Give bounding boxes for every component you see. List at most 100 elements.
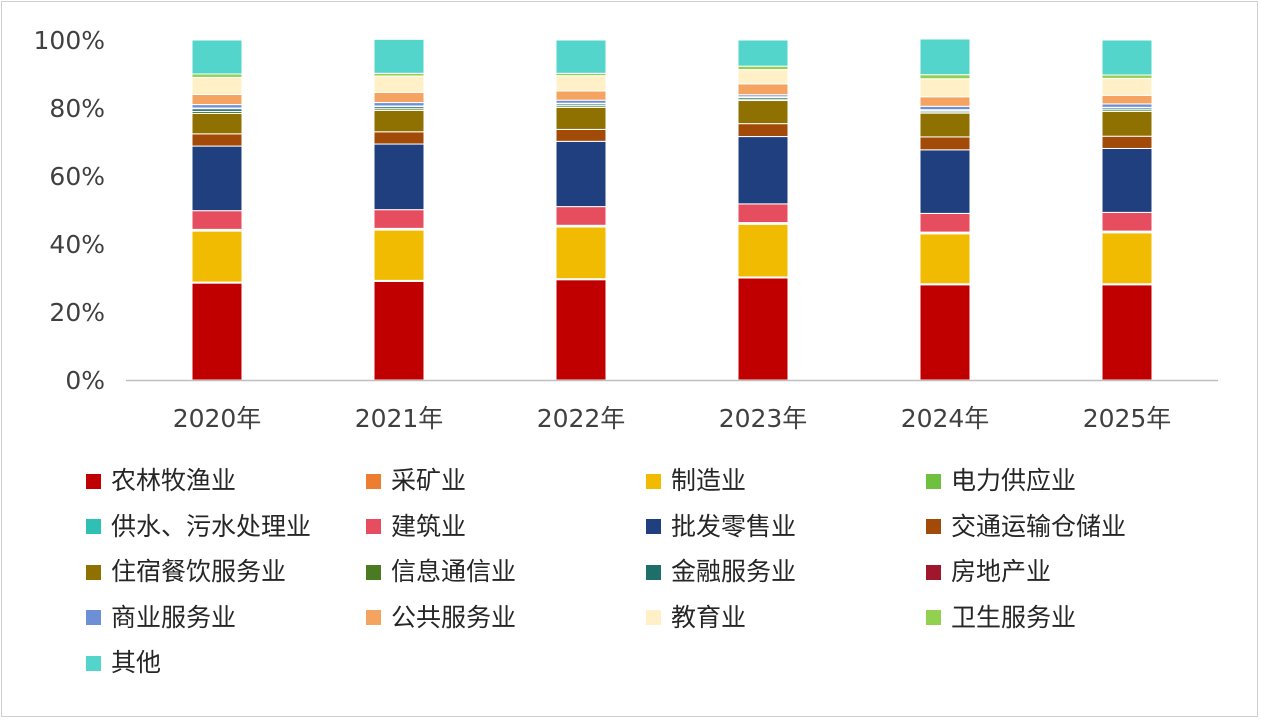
legend-swatch <box>86 519 101 534</box>
bar-segment <box>737 223 789 278</box>
legend-swatch <box>86 473 101 489</box>
bar-segment <box>555 128 607 142</box>
legend-label: 商业服务业 <box>111 602 237 632</box>
legend-item: 交通运输仓储业 <box>926 510 1126 544</box>
legend-swatch <box>366 519 381 534</box>
legend-item: 制造业 <box>646 464 746 498</box>
bar-segment <box>1101 39 1153 76</box>
bar-segment <box>737 136 789 205</box>
bar-segment <box>373 38 425 74</box>
x-tick-label: 2022年 <box>537 404 626 433</box>
legend-label: 农林牧渔业 <box>111 466 237 495</box>
bar-segment <box>919 112 971 138</box>
bar-segment <box>373 75 425 93</box>
legend-item: 建筑业 <box>366 510 466 544</box>
x-tick-label: 2020年 <box>173 404 262 433</box>
legend-swatch <box>646 610 661 625</box>
bar-segment <box>191 230 243 283</box>
legend-label: 其他 <box>111 648 162 677</box>
legend-item: 卫生服务业 <box>926 601 1076 635</box>
legend-label: 教育业 <box>671 602 747 632</box>
bar-segment <box>737 39 789 67</box>
bar-segment <box>191 73 243 78</box>
x-tick-label: 2024年 <box>901 404 990 433</box>
bar-segment <box>919 233 971 285</box>
bar-segment <box>373 102 425 107</box>
legend-swatch <box>926 473 941 489</box>
legend-swatch <box>366 564 381 580</box>
bar-segment <box>737 123 789 138</box>
legend-item: 金融服务业 <box>646 555 796 589</box>
legend-label: 公共服务业 <box>391 602 517 632</box>
bars <box>191 38 1153 381</box>
bar-segment <box>191 39 243 75</box>
legend-item: 公共服务业 <box>366 601 516 635</box>
legend-item: 其他 <box>86 646 161 680</box>
bar-segment <box>1101 147 1153 213</box>
bar-segment <box>191 104 243 109</box>
legend-item: 供水、污水处理业 <box>86 510 311 544</box>
bar-segment <box>1101 110 1153 137</box>
bar-segment <box>737 100 789 125</box>
y-axis: 0% 20% 40% 60% 80% 100% <box>34 26 105 395</box>
bar-segment <box>373 109 425 133</box>
bar-segment <box>1101 284 1153 381</box>
bar-segment <box>919 74 971 80</box>
bar-segment <box>919 96 971 107</box>
legend-item: 房地产业 <box>926 555 1051 589</box>
bar-segment <box>191 210 243 230</box>
bar-segment <box>373 143 425 211</box>
legend-item: 批发零售业 <box>646 510 796 544</box>
legend-label: 住宿餐饮服务业 <box>111 557 287 586</box>
legend-swatch <box>86 655 101 671</box>
legend-label: 卫生服务业 <box>951 602 1077 632</box>
bar-segment <box>373 131 425 145</box>
legend-swatch <box>646 564 661 580</box>
bar-segment <box>919 38 971 76</box>
bar-segment <box>1101 74 1153 79</box>
bar-segment <box>555 90 607 101</box>
bar-segment <box>1101 77 1153 96</box>
bar-segment <box>1101 232 1153 285</box>
legend-item: 住宿餐饮服务业 <box>86 555 286 589</box>
bar-segment <box>555 226 607 280</box>
legend-label: 批发零售业 <box>671 511 797 541</box>
bar-segment <box>919 105 971 111</box>
bar-segment <box>191 145 243 212</box>
legend-label: 制造业 <box>671 466 747 495</box>
bar-segment <box>1101 94 1153 105</box>
y-tick-label: 40% <box>49 230 105 259</box>
legend-swatch <box>646 473 661 489</box>
bar-segment <box>555 39 607 74</box>
bar-segment <box>373 280 425 381</box>
bar-segment <box>737 277 789 381</box>
legend-swatch <box>926 610 941 625</box>
legend-label: 信息通信业 <box>391 557 517 586</box>
bar-segment <box>555 75 607 92</box>
legend-item: 商业服务业 <box>86 601 236 635</box>
bar-segment <box>1101 211 1153 232</box>
legend-swatch <box>926 564 941 580</box>
x-tick-label: 2025年 <box>1083 404 1172 433</box>
bar-segment <box>919 78 971 98</box>
bar-segment <box>191 76 243 95</box>
x-tick-label: 2021年 <box>355 404 444 433</box>
bar-segment <box>191 93 243 106</box>
bar-segment <box>1101 135 1153 149</box>
y-tick-label: 80% <box>49 94 105 123</box>
bar-segment <box>919 136 971 151</box>
bar-segment <box>555 206 607 226</box>
bar-segment <box>191 133 243 147</box>
bar-segment <box>1101 103 1153 108</box>
legend-item: 采矿业 <box>366 464 466 498</box>
bar-segment <box>737 65 789 71</box>
bar-segment <box>555 279 607 381</box>
y-tick-label: 60% <box>49 162 105 191</box>
bar-segment <box>373 209 425 229</box>
legend-swatch <box>926 519 941 534</box>
legend-item: 教育业 <box>646 601 746 635</box>
y-tick-label: 100% <box>34 26 105 55</box>
legend-item: 电力供应业 <box>926 464 1076 498</box>
stacked-bar-chart: 0%20%40%60%80%100% 2020年 2021年 2022年 2023年 2… <box>34 26 1218 433</box>
bar-segment <box>737 83 789 96</box>
